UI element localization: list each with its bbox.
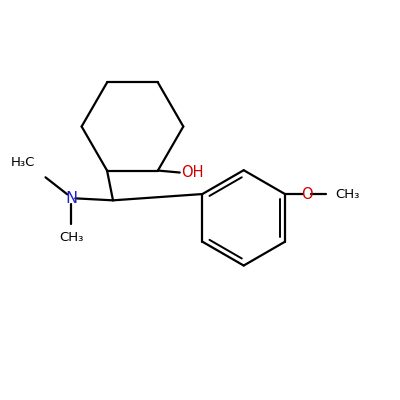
Text: O: O — [301, 186, 313, 202]
Text: CH₃: CH₃ — [59, 231, 84, 244]
Text: H₃C: H₃C — [10, 156, 35, 169]
Text: N: N — [65, 191, 77, 206]
Text: OH: OH — [181, 165, 204, 180]
Text: CH₃: CH₃ — [336, 188, 360, 200]
